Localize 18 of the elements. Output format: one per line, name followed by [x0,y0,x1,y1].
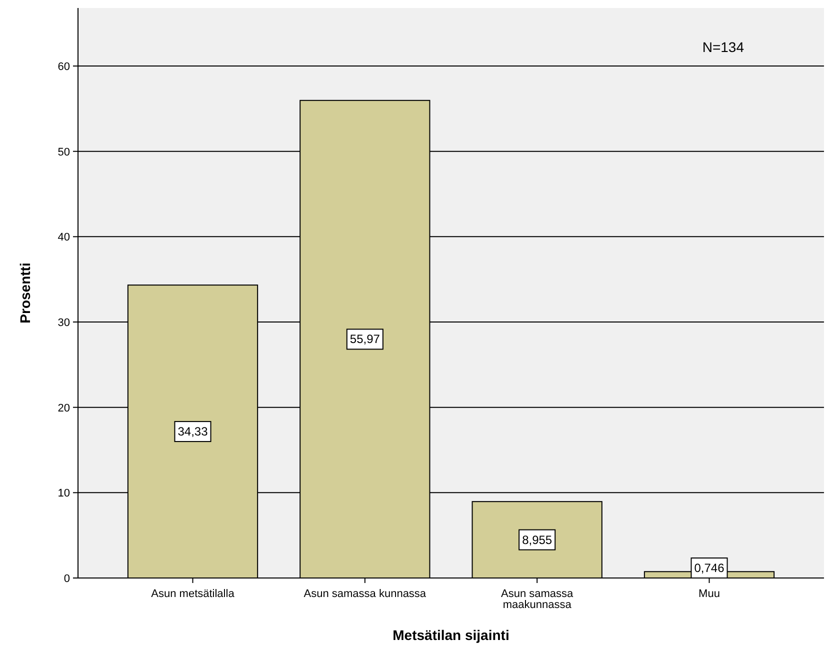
annotation: N=134 [702,39,744,55]
data-label: 34,33 [178,424,208,439]
y-tick-label: 50 [58,146,70,158]
y-tick-label: 30 [58,317,70,330]
y-tick-label: 0 [64,573,70,585]
y-tick-label: 10 [58,488,70,500]
x-tick-label: Muu [698,588,720,600]
x-tick-label: Asun metsätilalla [151,588,236,600]
y-tick-label: 40 [58,232,70,244]
y-axis-title: Prosentti [17,262,33,324]
x-tick-label: Asun samassa kunnassa [304,588,427,600]
data-label: 8,955 [522,532,552,547]
data-label: 0,746 [694,561,725,575]
x-axis-title: Metsätilan sijainti [392,627,510,643]
data-label: 55,97 [350,332,380,346]
y-tick-label: 60 [58,61,70,74]
x-tick-label: Asun samassa maakunnassa [501,588,574,611]
y-tick-label: 20 [58,402,70,414]
